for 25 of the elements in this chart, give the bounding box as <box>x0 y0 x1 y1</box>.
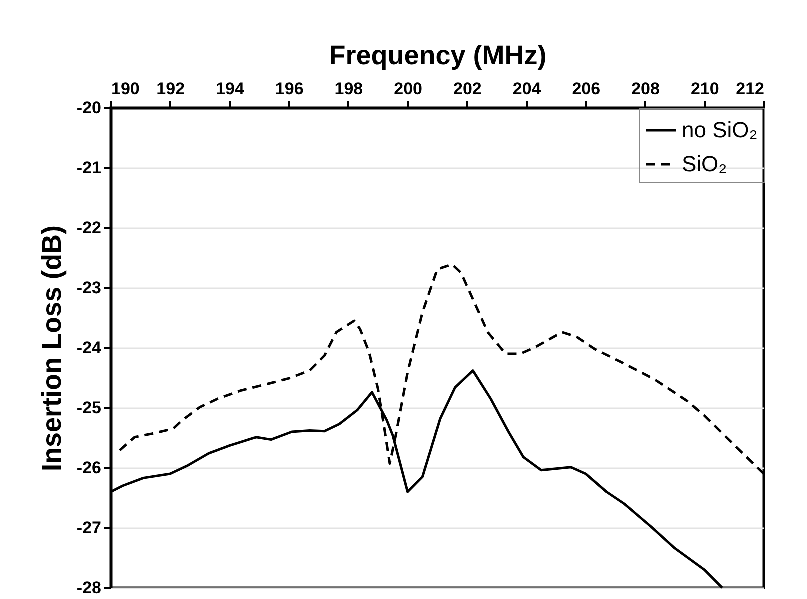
x-tick-label: 194 <box>216 80 245 98</box>
y-tick-label: -26 <box>76 458 102 478</box>
x-tick-label: 196 <box>275 80 304 98</box>
x-tick-label: 210 <box>690 80 720 98</box>
x-tick-label: 208 <box>632 80 660 98</box>
y-axis-title: Insertion Loss (dB) <box>36 225 67 472</box>
y-tick-label: -21 <box>76 158 102 178</box>
y-tick-label: -20 <box>76 98 102 118</box>
y-tick-label: -27 <box>76 518 102 538</box>
x-tick-label: 192 <box>156 80 186 98</box>
x-tick-label: 206 <box>572 80 601 98</box>
x-tick-label: 204 <box>512 80 542 98</box>
x-tick-label: 200 <box>394 80 423 98</box>
y-tick-label: -22 <box>76 218 102 238</box>
x-tick-label: 190 <box>112 80 140 98</box>
legend-label: SiO₂ <box>682 152 728 176</box>
x-tick-label: 212 <box>736 80 764 98</box>
x-tick-label: 202 <box>453 80 482 98</box>
y-tick-label: -23 <box>76 278 102 298</box>
y-tick-label: -24 <box>76 338 102 358</box>
x-axis-title: Frequency (MHz) <box>329 40 547 70</box>
legend-label: no SiO₂ <box>682 118 758 142</box>
y-tick-label: -28 <box>76 578 102 598</box>
y-tick-label: -25 <box>76 398 102 418</box>
x-tick-label: 198 <box>334 80 364 98</box>
